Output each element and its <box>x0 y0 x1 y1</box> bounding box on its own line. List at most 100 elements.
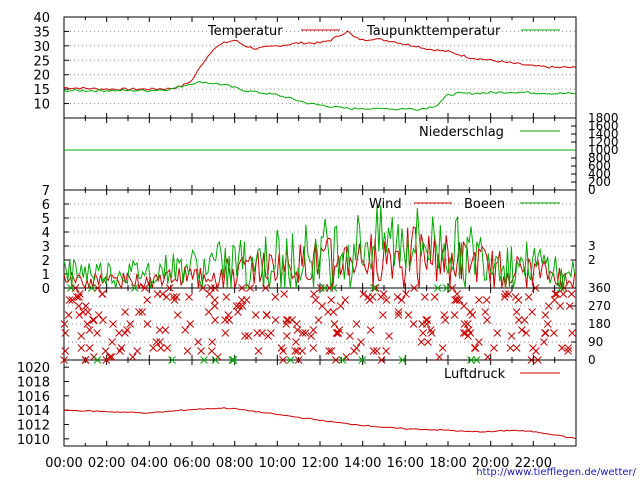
direction-marker <box>377 293 385 301</box>
legend-label: Luftdruck <box>444 367 506 382</box>
direction-marker <box>464 326 473 334</box>
direction-marker <box>311 296 320 304</box>
direction-marker <box>241 332 249 340</box>
direction-marker <box>93 284 102 292</box>
y-tick-label: 10 <box>33 98 50 113</box>
direction-marker <box>475 338 483 346</box>
direction-marker <box>224 311 233 319</box>
direction-marker <box>481 308 490 316</box>
y-tick-label: 15 <box>33 83 50 98</box>
direction-marker <box>83 320 92 328</box>
direction-marker <box>372 347 381 355</box>
direction-marker <box>309 344 318 352</box>
direction-marker <box>161 326 170 334</box>
direction-marker <box>235 302 244 310</box>
y-tick-label-right: 0 <box>588 183 596 197</box>
direction-marker <box>128 353 137 361</box>
direction-marker <box>262 311 271 319</box>
direction-marker <box>369 347 378 355</box>
y-tick-label: 6 <box>42 198 50 213</box>
direction-marker <box>61 347 70 355</box>
direction-marker <box>544 302 553 310</box>
direction-marker <box>279 356 287 364</box>
direction-marker <box>490 344 498 352</box>
direction-marker <box>68 296 77 304</box>
y-tick-label: 1016 <box>17 390 50 405</box>
direction-marker <box>264 332 272 340</box>
direction-marker <box>370 284 378 292</box>
direction-marker <box>143 296 152 304</box>
taupunkttemperatur-line <box>63 80 577 111</box>
direction-marker <box>327 347 336 355</box>
temperatur-line <box>63 30 577 91</box>
direction-marker <box>368 293 377 301</box>
direction-marker <box>316 284 325 292</box>
direction-marker <box>359 290 368 298</box>
direction-marker <box>183 347 192 355</box>
y-tick-label-right: 270 <box>588 299 611 313</box>
direction-marker <box>149 344 158 352</box>
direction-marker <box>309 326 318 334</box>
direction-marker <box>251 311 260 319</box>
direction-marker <box>162 293 171 301</box>
direction-marker <box>198 284 207 292</box>
legend-label: Niederschlag <box>419 125 504 140</box>
direction-marker <box>409 320 418 328</box>
direction-marker <box>87 284 96 292</box>
direction-marker <box>426 326 435 334</box>
y-tick-label: 3 <box>42 240 50 255</box>
direction-marker <box>135 308 143 316</box>
direction-marker <box>366 326 375 334</box>
direction-marker <box>109 320 117 328</box>
direction-marker <box>550 329 558 337</box>
x-tick-label: 18:00 <box>429 456 466 471</box>
x-tick-label: 08:00 <box>216 456 253 471</box>
direction-marker <box>294 356 303 364</box>
direction-marker <box>61 329 70 337</box>
x-tick-label: 10:00 <box>259 456 296 471</box>
y-tick-label-right: 1400 <box>588 127 619 141</box>
direction-marker <box>507 332 516 340</box>
direction-marker <box>228 356 237 364</box>
direction-marker <box>558 344 566 352</box>
direction-marker <box>173 311 182 319</box>
y-tick-label-right: 0 <box>588 353 596 367</box>
y-tick-label: 1 <box>42 268 50 283</box>
direction-marker <box>357 338 365 346</box>
direction-marker <box>352 320 361 328</box>
x-tick-label: 16:00 <box>387 456 424 471</box>
direction-marker <box>398 356 407 364</box>
direction-marker <box>307 332 316 340</box>
direction-marker <box>471 344 480 352</box>
direction-marker <box>564 347 572 355</box>
direction-marker <box>500 293 509 301</box>
direction-marker <box>438 344 447 352</box>
direction-marker <box>493 329 502 337</box>
direction-marker <box>341 296 350 304</box>
boeen-line <box>63 204 576 289</box>
direction-marker <box>210 302 219 310</box>
direction-marker <box>330 320 339 328</box>
direction-marker <box>557 284 565 292</box>
direction-marker <box>77 332 86 340</box>
direction-marker <box>156 338 164 346</box>
direction-marker <box>253 329 262 337</box>
y-tick-label-right: 360 <box>588 281 611 295</box>
direction-marker <box>200 356 208 364</box>
direction-marker <box>283 316 292 324</box>
direction-marker <box>324 308 332 316</box>
direction-marker <box>204 308 213 316</box>
direction-marker <box>207 347 216 355</box>
y-tick-label: 30 <box>33 40 50 55</box>
direction-marker <box>89 316 97 324</box>
direction-marker <box>393 293 402 301</box>
direction-marker <box>410 284 419 292</box>
direction-marker <box>472 356 481 364</box>
direction-marker <box>377 356 386 364</box>
direction-marker <box>85 344 94 352</box>
direction-marker <box>246 284 255 292</box>
direction-marker <box>291 347 299 355</box>
y-tick-label-right: 1200 <box>588 135 619 149</box>
x-tick-label: 00:00 <box>45 456 82 471</box>
direction-marker <box>168 356 176 364</box>
